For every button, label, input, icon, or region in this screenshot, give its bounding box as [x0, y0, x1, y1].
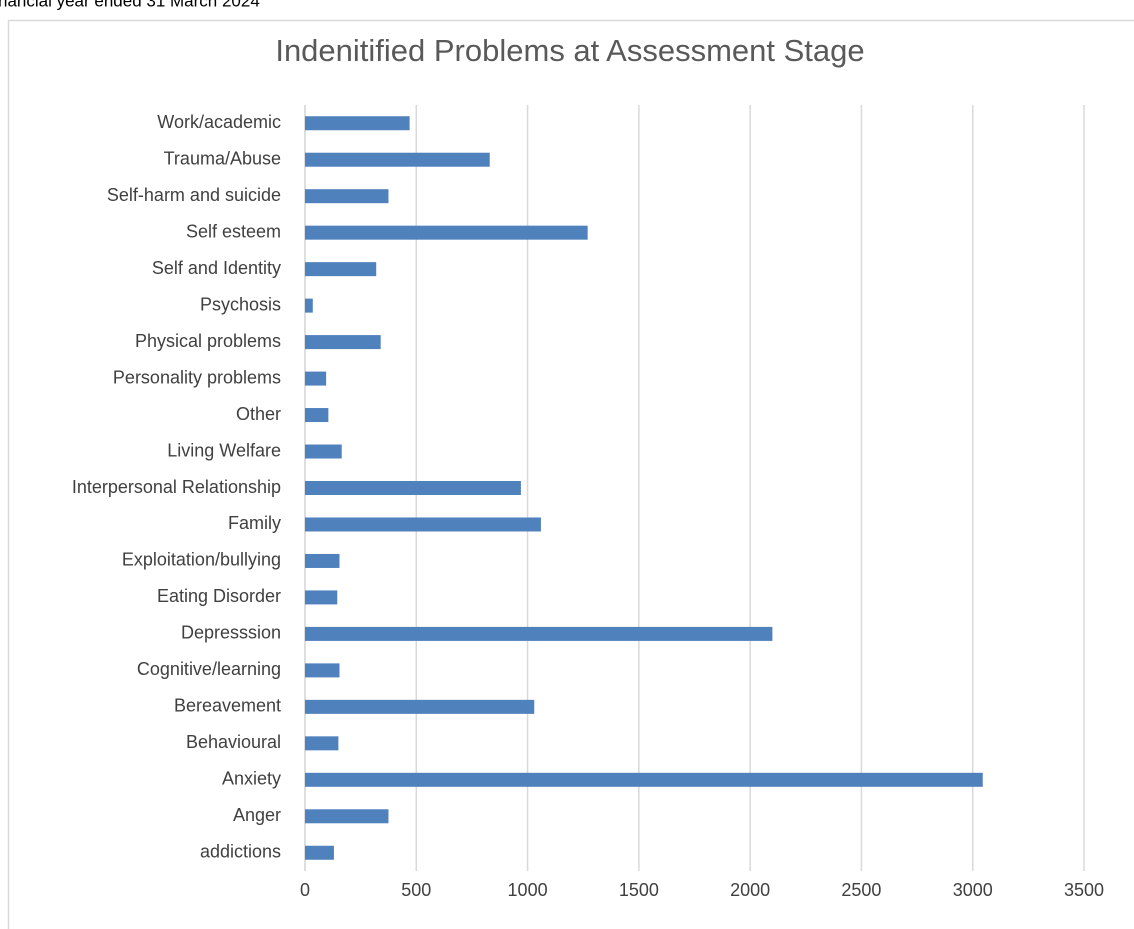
x-tick-label: 0: [300, 880, 310, 900]
bar: [305, 444, 342, 459]
y-tick-label: Trauma/Abuse: [164, 148, 281, 168]
bar: [305, 772, 983, 787]
y-tick-label: Behavioural: [186, 732, 281, 752]
x-tick-label: 2000: [730, 880, 770, 900]
y-tick-label: Family: [228, 513, 281, 533]
y-tick-label: Exploitation/bullying: [122, 550, 281, 570]
bar: [305, 116, 410, 131]
x-tick-label: 1000: [508, 880, 548, 900]
y-tick-label: Other: [236, 404, 281, 424]
y-tick-label: Self and Identity: [152, 258, 281, 278]
bar: [305, 298, 313, 313]
y-tick-label: Self esteem: [186, 221, 281, 241]
y-tick-label: Bereavement: [174, 696, 281, 716]
bar: [305, 626, 773, 641]
y-tick-label: addictions: [200, 842, 281, 862]
y-tick-label: Work/academic: [157, 112, 281, 132]
y-tick-label: Interpersonal Relationship: [72, 477, 281, 497]
y-tick-label: Anxiety: [222, 769, 281, 789]
bar: [305, 517, 541, 532]
bar: [305, 481, 521, 495]
bar: [305, 553, 340, 568]
caption: nancial year ended 31 March 2024: [0, 0, 260, 10]
bar: [305, 736, 339, 751]
bar: [305, 262, 377, 277]
chart-border: [7, 19, 1134, 929]
x-tick-label: 2500: [841, 880, 881, 900]
x-tick-label: 1500: [619, 880, 659, 900]
y-tick-label: Psychosis: [200, 294, 281, 314]
chart-title: Indenitified Problems at Assessment Stag…: [275, 33, 864, 68]
bar: [305, 845, 334, 860]
bar: [305, 335, 381, 350]
y-tick-label: Physical problems: [135, 331, 281, 351]
bar: [305, 663, 340, 678]
y-tick-label: Eating Disorder: [157, 586, 281, 606]
bar: [305, 189, 389, 204]
bar: [305, 371, 327, 386]
y-tick-label: Depresssion: [181, 623, 281, 643]
y-tick-label: Living Welfare: [167, 440, 281, 460]
y-tick-label: Anger: [233, 805, 281, 825]
y-tick-label: Self-harm and suicide: [107, 185, 281, 205]
x-tick-label: 500: [401, 880, 431, 900]
y-tick-label: Personality problems: [113, 367, 281, 387]
bar: [305, 152, 490, 167]
x-tick-label: 3500: [1064, 880, 1104, 900]
bar: [305, 809, 389, 824]
bar: [305, 590, 338, 605]
bar: [305, 225, 588, 240]
y-tick-label: Cognitive/learning: [137, 659, 281, 679]
x-tick-label: 3000: [953, 880, 993, 900]
bar: [305, 408, 329, 423]
bar: [305, 699, 535, 714]
